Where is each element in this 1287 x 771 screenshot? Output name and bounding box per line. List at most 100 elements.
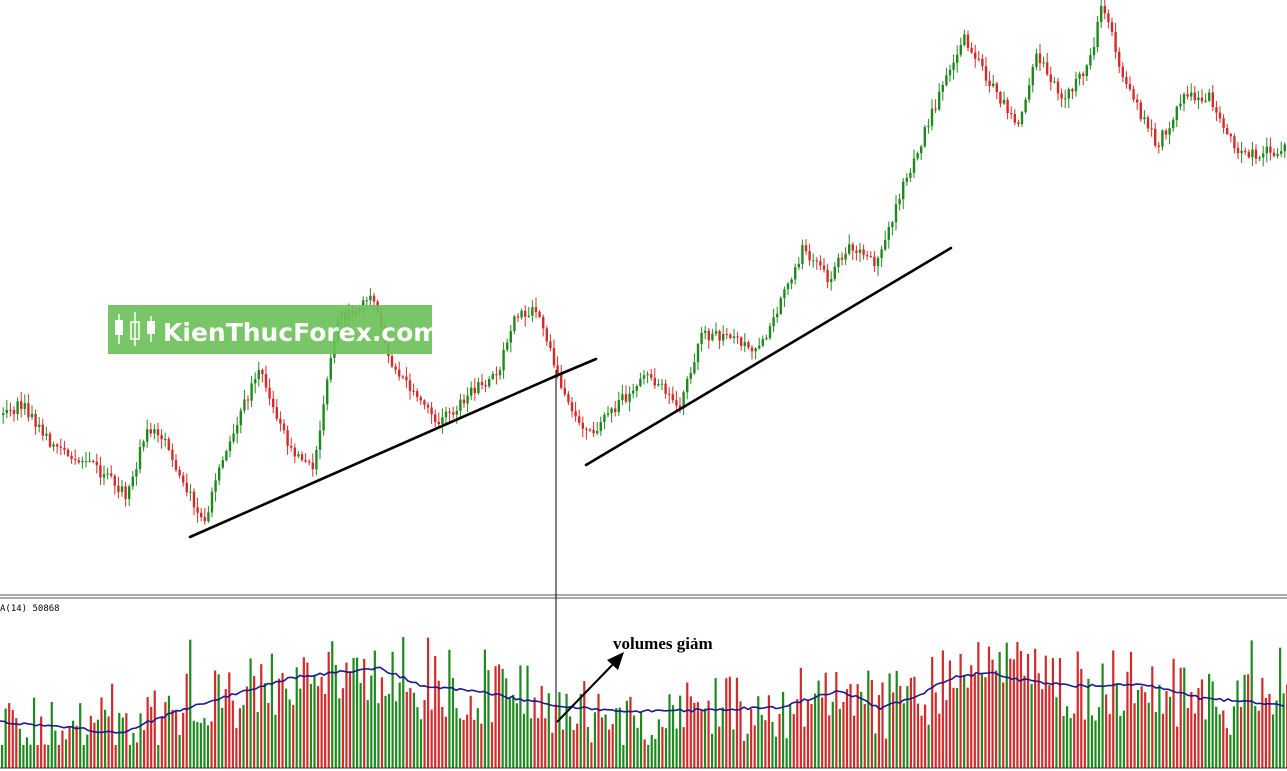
candle-body (556, 365, 559, 374)
candle-body (1157, 145, 1160, 147)
volume-bar (835, 671, 838, 768)
candle-body (232, 433, 235, 442)
candle (192, 488, 196, 516)
candle-body (851, 244, 854, 251)
candle (1208, 88, 1211, 103)
candle (628, 386, 631, 412)
candle-body (297, 454, 300, 457)
candle-body (1078, 73, 1081, 79)
volume-bar (64, 739, 68, 768)
candle (473, 378, 476, 401)
volume-bar (945, 700, 948, 768)
candle (462, 394, 466, 408)
volume-bar (739, 701, 742, 768)
candle-body (866, 255, 869, 257)
candle (930, 99, 934, 131)
candle-body (88, 460, 91, 462)
volume-bar (970, 665, 973, 768)
candle (1071, 87, 1074, 100)
annotation: volumes giảm (556, 634, 713, 723)
volume-bar (1087, 678, 1090, 768)
volume-bar (458, 718, 462, 768)
volume-bar (906, 686, 909, 768)
candle-body (779, 298, 782, 314)
candle (837, 253, 840, 273)
candle-body (1190, 92, 1193, 97)
volume-pane (1, 637, 1287, 768)
candle (646, 371, 649, 384)
candle (405, 367, 408, 388)
candle (927, 118, 930, 134)
candle (228, 435, 232, 458)
volume-bar (1112, 650, 1115, 768)
volume-bar (540, 685, 543, 768)
candle (887, 221, 890, 249)
volume-bar (714, 678, 717, 768)
candle (588, 427, 592, 432)
candle (995, 81, 998, 100)
candle (1233, 133, 1236, 154)
candle (250, 375, 253, 407)
volume-bar (1197, 688, 1200, 768)
candle (120, 480, 124, 497)
candle-body (1182, 94, 1186, 104)
candle (1049, 66, 1052, 91)
volume-bar (608, 729, 611, 768)
candle-body (1179, 103, 1182, 107)
volume-bar (1239, 707, 1243, 768)
candle (722, 325, 725, 346)
volume-bar (796, 699, 799, 768)
candle-body (700, 332, 703, 345)
volume-bar (863, 703, 866, 768)
candle-body (772, 317, 775, 327)
volume-bar (203, 717, 206, 768)
candle-body (153, 429, 156, 434)
candle-body (689, 373, 692, 379)
candle-body (441, 417, 444, 425)
candle-body (830, 279, 833, 283)
volume-bar (132, 732, 135, 768)
candle (1244, 147, 1247, 156)
volume-bar (118, 712, 121, 768)
candle (1193, 86, 1196, 104)
volume-bar (1243, 674, 1246, 768)
candle-body (1089, 55, 1092, 66)
volume-bar (512, 694, 515, 768)
candle-body (902, 181, 905, 200)
candle (297, 451, 300, 459)
volume-bar (941, 650, 944, 768)
candle (941, 81, 944, 101)
candle-body (70, 455, 73, 459)
candle (635, 384, 638, 398)
candle (1280, 141, 1283, 158)
volume-bar (395, 701, 398, 768)
candle (189, 483, 192, 502)
candle (855, 245, 858, 261)
candle (1092, 37, 1096, 60)
volume-bar (952, 687, 955, 768)
volume-bar (1037, 673, 1040, 768)
volume-bar (43, 744, 46, 768)
volume-bar (1066, 706, 1069, 768)
volume-bar (874, 733, 877, 768)
candle (563, 379, 566, 397)
volume-bar (1144, 692, 1147, 768)
volume-bar (1261, 678, 1264, 768)
volume-bar (327, 651, 330, 768)
volume-bar (1002, 682, 1005, 768)
candle (232, 423, 235, 444)
candle (106, 467, 109, 480)
candle-body (254, 379, 257, 384)
volume-bar (806, 701, 810, 768)
volume-bar (817, 680, 820, 768)
candle-body (668, 393, 671, 395)
candle (30, 405, 34, 420)
candle (1121, 62, 1124, 83)
candle (1269, 137, 1272, 161)
volume-bar (803, 726, 806, 768)
candle (1240, 141, 1243, 164)
candle-body (1071, 89, 1074, 92)
volume-bar (661, 726, 664, 768)
candle (686, 376, 689, 400)
candle (1229, 132, 1232, 143)
